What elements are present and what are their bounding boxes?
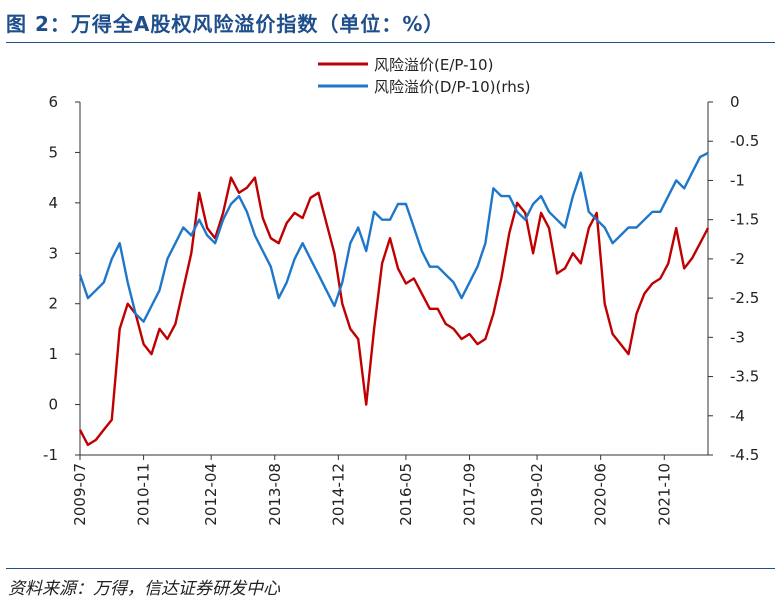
left-tick-label: 6 (48, 93, 58, 111)
right-tick-label: 0 (730, 93, 740, 111)
left-tick-label: 1 (48, 345, 58, 363)
left-tick-label: 4 (48, 194, 58, 212)
legend-label-1: 风险溢价(E/P-10) (374, 56, 493, 74)
x-tick-label: 2013-08 (266, 463, 284, 526)
right-tick-label: -2 (730, 250, 745, 268)
x-tick-label: 2014-12 (329, 463, 347, 526)
title-divider (6, 42, 775, 43)
x-tick-label: 2009-07 (71, 463, 89, 526)
x-tick-label: 2012-04 (202, 463, 220, 526)
left-tick-label: 5 (48, 143, 58, 161)
left-tick-label: 3 (48, 244, 58, 262)
right-tick-label: -1.5 (730, 211, 759, 229)
series-line-2 (78, 151, 709, 323)
source-divider (6, 568, 775, 569)
left-tick-label: 2 (48, 295, 58, 313)
chart-title: 图 2：万得全A股权风险溢价指数（单位：%） (6, 12, 445, 36)
series-line-1 (78, 176, 710, 447)
right-tick-label: -0.5 (730, 132, 759, 150)
x-tick-label: 2019-02 (528, 463, 546, 526)
left-tick-label: 0 (48, 396, 58, 414)
x-tick-label: 2016-05 (397, 463, 415, 526)
x-tick-label: 2021-10 (655, 463, 673, 526)
x-tick-label: 2010-11 (135, 463, 153, 526)
left-tick-label: -1 (43, 446, 58, 464)
right-tick-label: -2.5 (730, 289, 759, 307)
x-tick-label: 2017-09 (461, 463, 479, 526)
x-tick-label: 2020-06 (592, 463, 610, 526)
legend-label-2: 风险溢价(D/P-10)(rhs) (374, 78, 530, 96)
right-tick-label: -3 (730, 328, 745, 346)
right-tick-label: -4.5 (730, 446, 759, 464)
source-note: 资料来源：万得，信达证券研发中心 (8, 579, 280, 599)
right-tick-label: -1 (730, 171, 745, 189)
right-tick-label: -3.5 (730, 368, 759, 386)
right-tick-label: -4 (730, 407, 745, 425)
